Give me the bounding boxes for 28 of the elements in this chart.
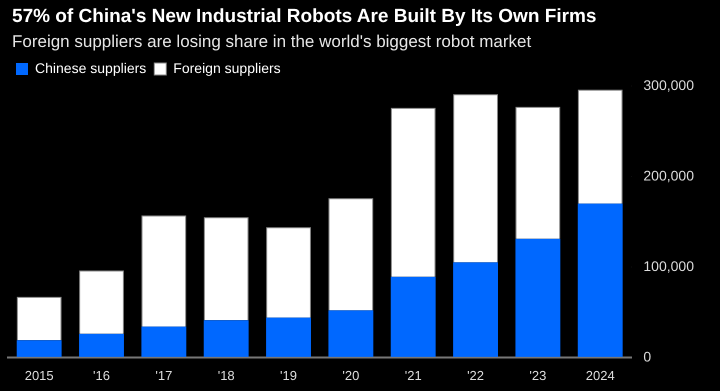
chart-title: 57% of China's New Industrial Robots Are Built By Its Own Firms (12, 6, 596, 28)
x-tick-label: 2015 (24, 368, 54, 383)
chart-subtitle: Foreign suppliers are losing share in the world's biggest robot market (12, 32, 532, 52)
x-tick-label: '19 (280, 368, 298, 383)
bar (453, 262, 498, 357)
bar (390, 276, 436, 357)
y-tick-label: 0 (643, 348, 652, 364)
legend-label: Foreign suppliers (173, 60, 281, 76)
bar (16, 340, 62, 357)
x-tick-label: '21 (404, 368, 422, 383)
legend-label: Chinese suppliers (35, 60, 146, 76)
y-tick-label: 300,000 (643, 76, 694, 93)
y-tick-label: 200,000 (643, 167, 694, 184)
x-tick-label: '23 (529, 368, 546, 383)
x-tick-label: '16 (93, 368, 110, 383)
bar (578, 204, 623, 357)
bar (204, 320, 249, 357)
bar (266, 318, 311, 357)
bar (515, 238, 560, 357)
x-tick-label: '22 (467, 368, 484, 383)
bar (79, 334, 124, 357)
x-tick-label: '18 (218, 368, 235, 383)
bar (141, 326, 186, 357)
x-tick-label: '20 (342, 368, 360, 383)
bar (328, 310, 374, 357)
x-tick-label: 2024 (586, 368, 615, 383)
x-tick-label: '17 (155, 368, 172, 383)
y-tick-label: 100,000 (643, 258, 694, 274)
